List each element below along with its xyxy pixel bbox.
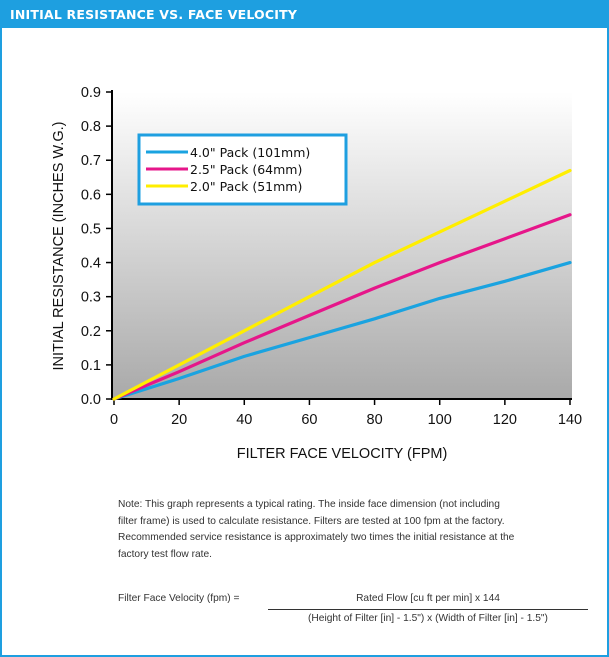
x-tick-label: 120	[493, 412, 517, 428]
series-line-1	[112, 261, 572, 401]
panel-title: INITIAL RESISTANCE VS. FACE VELOCITY	[10, 7, 298, 22]
y-tick-label: 0.2	[81, 324, 101, 340]
series-line-2	[112, 213, 572, 401]
y-tick-label: 0.5	[81, 221, 101, 237]
legend-label-1: 4.0" Pack (101mm)	[190, 145, 310, 160]
x-tick-label: 80	[367, 412, 383, 428]
y-tick-label: 0.8	[81, 119, 101, 135]
note-line: Note: This graph represents a typical ra…	[118, 499, 500, 510]
note-line: Recommended service resistance is approx…	[118, 532, 515, 543]
x-tick-label: 40	[236, 412, 252, 428]
formula-label: Filter Face Velocity (fpm) =	[118, 593, 240, 604]
x-tick-label: 60	[301, 412, 317, 428]
y-tick-label: 0.6	[81, 187, 101, 203]
chart-note: Note: This graph represents a typical ra…	[118, 497, 588, 563]
x-tick-label: 0	[110, 412, 118, 428]
y-tick-label: 0.1	[81, 358, 101, 374]
x-tick-label: 20	[171, 412, 187, 428]
x-tick-label: 140	[558, 412, 582, 428]
note-line: filter frame) is used to calculate resis…	[118, 515, 505, 527]
y-tick-label: 0.4	[81, 256, 101, 272]
y-tick-label: 0.9	[81, 85, 101, 101]
x-tick-label: 100	[428, 412, 452, 428]
note-line: factory test flow rate.	[118, 548, 212, 560]
formula-numerator: Rated Flow [cu ft per min] x 144	[356, 593, 500, 604]
series-line-3	[112, 168, 572, 401]
legend-label-2: 2.5" Pack (64mm)	[190, 162, 302, 177]
y-tick-label: 0.7	[81, 153, 101, 169]
legend-label-3: 2.0" Pack (51mm)	[190, 179, 302, 194]
formula-fraction-bar	[268, 609, 588, 610]
panel-header: INITIAL RESISTANCE VS. FACE VELOCITY	[2, 2, 607, 28]
formula-denominator: (Height of Filter [in] - 1.5") x (Width …	[308, 613, 548, 624]
y-axis-label: INITIAL RESISTANCE (INCHES W.G.)	[51, 122, 67, 371]
x-axis-label: FILTER FACE VELOCITY (FPM)	[237, 446, 448, 462]
y-tick-label: 0.3	[81, 290, 101, 306]
y-tick-label: 0.0	[81, 392, 101, 408]
